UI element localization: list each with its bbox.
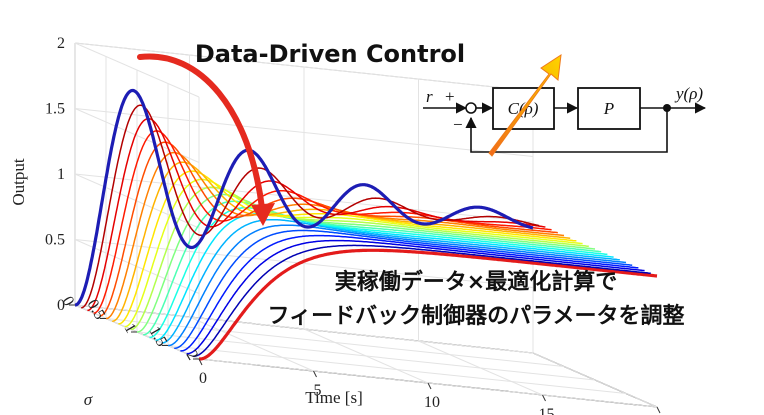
response-series-sigma-1_3: [155, 213, 614, 341]
minus-sign: −: [453, 115, 463, 134]
response-series-sigma-1_9: [192, 244, 651, 358]
response-series-sigma-0: [74, 88, 534, 307]
tuning-curve-arrow: [137, 53, 275, 226]
x-tick-label: 10: [424, 394, 440, 411]
y-axis-label: σ: [84, 390, 93, 409]
y-tick-label: 1: [121, 321, 140, 336]
response-series-sigma-0_7: [118, 170, 577, 325]
x-tick-mark: [427, 382, 432, 390]
response-series-sigma-2: [198, 248, 658, 361]
x-axis-label: Time [s]: [305, 388, 362, 407]
x-tick-label: 0: [199, 370, 207, 387]
response-series-sigma-1_2: [149, 207, 608, 339]
tuning-arrow-icon: [488, 53, 562, 157]
caption-line-1: 実稼働データ×最適化計算で: [335, 269, 617, 295]
x-tick-mark: [656, 406, 661, 414]
response-series-sigma-1_5: [168, 224, 627, 347]
x-tick-mark: [313, 370, 317, 378]
response-series-sigma-1_1: [143, 200, 602, 336]
response-series-sigma-0_3: [93, 130, 552, 314]
x-tick-mark: [198, 358, 203, 366]
z-tick-label: 2: [57, 35, 65, 52]
controller-block: [492, 87, 555, 130]
response-series-sigma-1_6: [174, 229, 633, 349]
response-series-sigma-0_4: [99, 141, 558, 317]
plus-sign: +: [445, 87, 455, 106]
y-tick-label: 0: [59, 294, 78, 309]
grid-line: [105, 318, 565, 367]
z-axis-label: Output: [9, 158, 28, 206]
response-series-sigma-1_4: [161, 218, 620, 344]
x-tick-label: 5: [314, 382, 322, 399]
plant-block: [577, 87, 641, 130]
z-tick-label: 1: [57, 166, 65, 183]
response-series-sigma-0_2: [87, 117, 546, 312]
reference-label: r: [426, 87, 433, 106]
headline: Data-Driven Control: [195, 40, 465, 68]
response-series-sigma-1_7: [180, 234, 639, 352]
response-series-sigma-0_1: [81, 104, 540, 309]
output-label: y(ρ): [674, 84, 703, 103]
x-tick-mark: [542, 394, 546, 402]
z-tick-label: 0: [57, 297, 65, 314]
summing-junction: [465, 102, 477, 114]
x-tick-label: 15: [539, 406, 555, 415]
caption-line-2: フィードバック制御器のパラメータを調整: [268, 303, 685, 329]
plant-label: P: [603, 99, 614, 118]
response-series-sigma-1_8: [186, 239, 645, 355]
feedback-block-diagram: r + − C(ρ) P y(ρ): [423, 53, 707, 157]
grid-line: [167, 345, 627, 394]
response-curves: [74, 88, 658, 361]
z-tick-label: 1.5: [45, 101, 65, 118]
z-tick-label: 0.5: [45, 232, 65, 249]
